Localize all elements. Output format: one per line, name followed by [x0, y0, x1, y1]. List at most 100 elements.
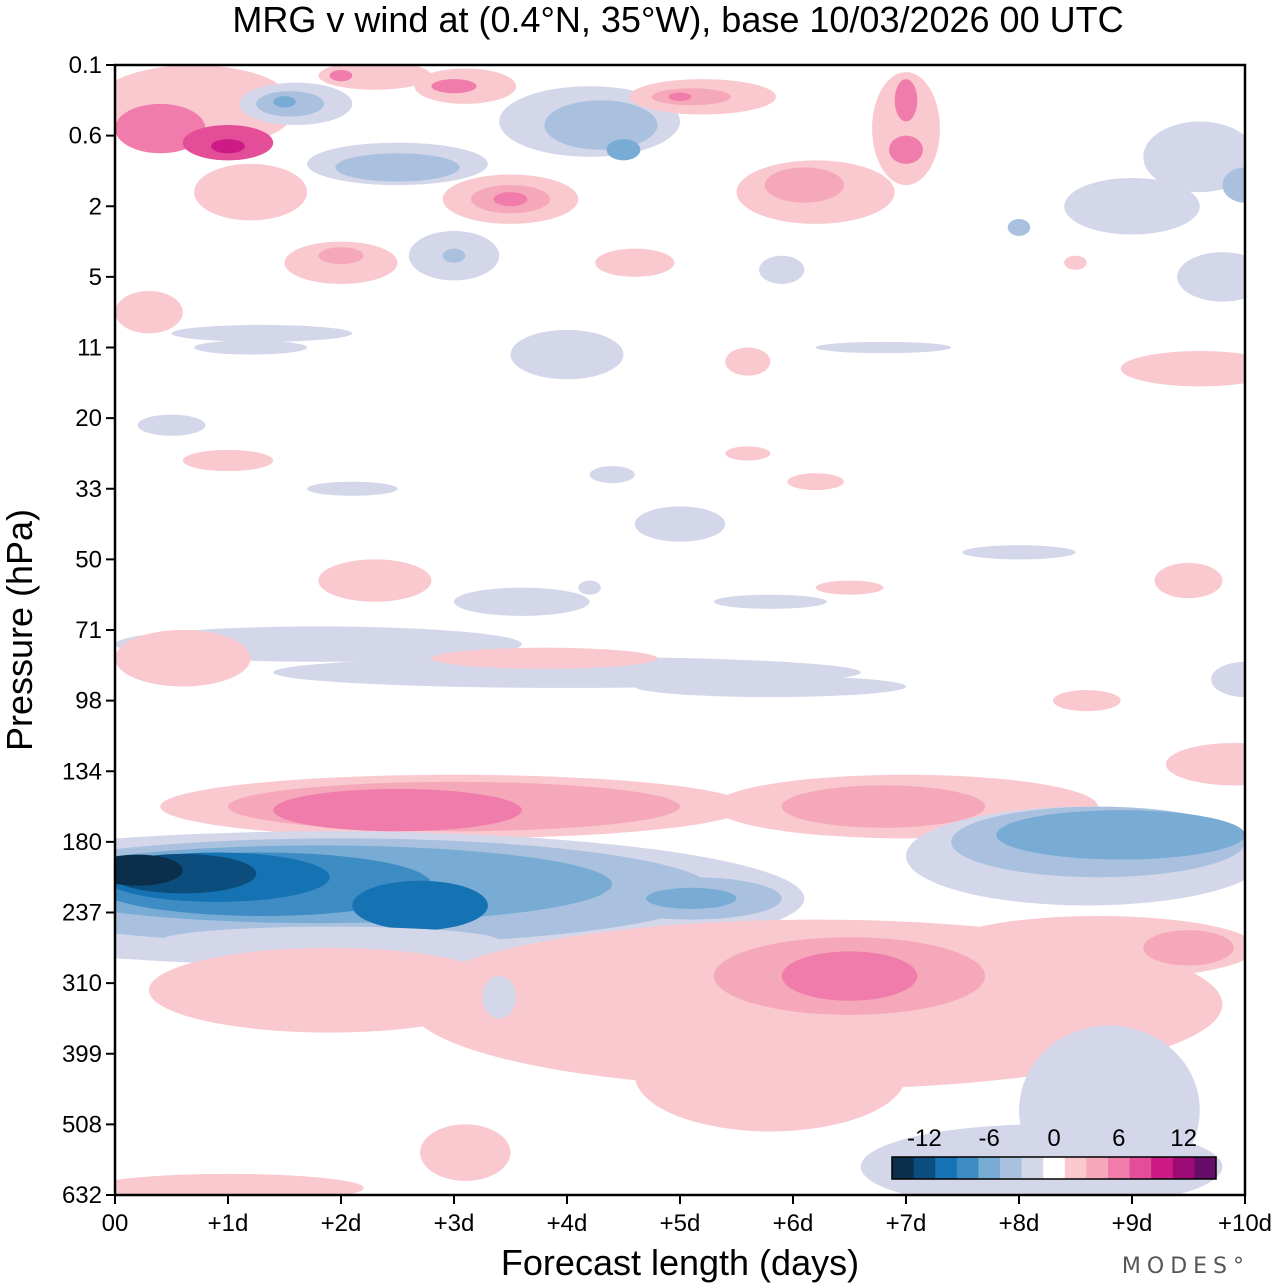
contour-region: [781, 951, 918, 1001]
colorbar-tick-label: 6: [1112, 1125, 1125, 1152]
y-tick-label: 0.1: [69, 52, 102, 79]
colorbar-swatch: [1151, 1157, 1174, 1179]
colorbar-swatch: [913, 1157, 936, 1179]
contour-region: [329, 69, 353, 82]
x-tick-label: +3d: [434, 1210, 475, 1237]
x-tick-label: +2d: [321, 1210, 362, 1237]
contour-region: [1222, 167, 1245, 203]
contour-region: [352, 880, 488, 931]
y-tick-label: 33: [75, 476, 102, 503]
contour-region: [815, 580, 884, 595]
y-tick-label: 50: [75, 546, 102, 573]
y-tick-label: 5: [89, 264, 102, 291]
x-tick-label: +5d: [660, 1210, 701, 1237]
contour-region: [589, 466, 635, 484]
contour-region: [493, 192, 528, 207]
colorbar-swatch: [1086, 1157, 1109, 1179]
colorbar-tick-label: 0: [1047, 1125, 1060, 1152]
contour-region: [160, 926, 500, 955]
colorbar-swatch: [978, 1157, 1001, 1179]
y-tick-label: 632: [62, 1182, 102, 1209]
y-tick-label: 11: [77, 335, 102, 362]
x-tick-label: +4d: [547, 1210, 588, 1237]
contour-region: [787, 473, 844, 491]
contour-region: [634, 506, 726, 542]
y-axis: 0.1 0.6 2 5 11 20 33 50 71 98 134 180 237 310 399 508 63…: [62, 52, 115, 1209]
colorbar-tick-label: 12: [1170, 1125, 1197, 1152]
contour-region: [634, 675, 907, 698]
y-tick-label: 71: [75, 617, 102, 644]
colorbar-swatch: [1021, 1157, 1044, 1179]
modes-logo: MODES°: [1122, 1254, 1250, 1279]
contour-region: [115, 1173, 364, 1195]
contour-region: [115, 291, 183, 334]
contour-region: [442, 248, 466, 263]
contour-region: [889, 135, 923, 164]
y-tick-label: 180: [62, 829, 102, 856]
x-tick-label: 00: [102, 1210, 129, 1237]
contour-region: [137, 414, 206, 436]
colorbar-swatch: [1129, 1157, 1152, 1179]
contour-region: [668, 92, 692, 102]
contour-region: [1177, 252, 1245, 302]
contour-region: [335, 153, 460, 182]
contour-region: [781, 785, 986, 828]
contour-region: [1154, 562, 1223, 599]
contour-region: [431, 79, 477, 94]
contour-region: [1064, 178, 1200, 235]
y-tick-label: 98: [75, 688, 102, 715]
colorbar: -12 -6 0 6 12: [891, 1125, 1217, 1180]
contour-region: [211, 139, 245, 154]
contour-region: [115, 103, 206, 154]
contour-region: [996, 810, 1245, 860]
contour-region: [1120, 351, 1245, 387]
contour-region: [194, 163, 308, 221]
contour-region: [1007, 218, 1031, 236]
contour-region: [713, 594, 827, 609]
contour-region: [171, 324, 353, 342]
contour-region: [1211, 661, 1245, 698]
contour-region: [544, 100, 658, 150]
contour-region: [307, 481, 398, 496]
contour-region: [115, 854, 183, 886]
contour-region: [606, 139, 641, 161]
x-axis: 00 +1d +2d +3d +4d +5d +6d +7d +8d +9d +10d: [102, 1195, 1272, 1237]
contour-region: [454, 587, 590, 616]
contour-region: [318, 247, 364, 265]
contour-region: [115, 630, 251, 687]
contour-region: [420, 1124, 511, 1181]
x-tick-label: +6d: [773, 1210, 814, 1237]
contour-region: [725, 446, 771, 461]
colorbar-swatch: [1000, 1157, 1023, 1179]
contour-region: [1143, 121, 1245, 193]
y-tick-label: 310: [62, 970, 102, 997]
colorbar-swatch: [1172, 1157, 1195, 1179]
x-tick-label: +10d: [1218, 1210, 1272, 1237]
x-tick-label: +7d: [886, 1210, 927, 1237]
colorbar-swatch: [892, 1157, 915, 1179]
contour-region: [578, 580, 601, 595]
contour-region: [872, 72, 940, 186]
colorbar-swatch: [956, 1157, 979, 1179]
contour-region: [759, 255, 805, 284]
y-axis-label: Pressure (hPa): [0, 509, 40, 751]
y-tick-label: 508: [62, 1111, 102, 1138]
y-tick-label: 134: [62, 758, 102, 785]
contour-region: [962, 545, 1076, 560]
colorbar-swatch: [1043, 1157, 1066, 1179]
colorbar-swatch: [1064, 1157, 1087, 1179]
y-tick-label: 237: [62, 900, 102, 927]
x-tick-label: +9d: [1112, 1210, 1153, 1237]
contour-region: [815, 341, 952, 354]
y-tick-label: 20: [75, 405, 102, 432]
contour-region: [1143, 930, 1234, 966]
x-tick-label: +1d: [208, 1210, 249, 1237]
colorbar-tick-label: -12: [907, 1125, 942, 1152]
colorbar-frame: [891, 1156, 1217, 1180]
contour-region: [634, 1018, 907, 1132]
contour-region: [182, 449, 274, 472]
y-tick-label: 2: [89, 193, 102, 220]
y-tick-label: 0.6: [69, 123, 102, 150]
contour-region: [939, 916, 1245, 980]
